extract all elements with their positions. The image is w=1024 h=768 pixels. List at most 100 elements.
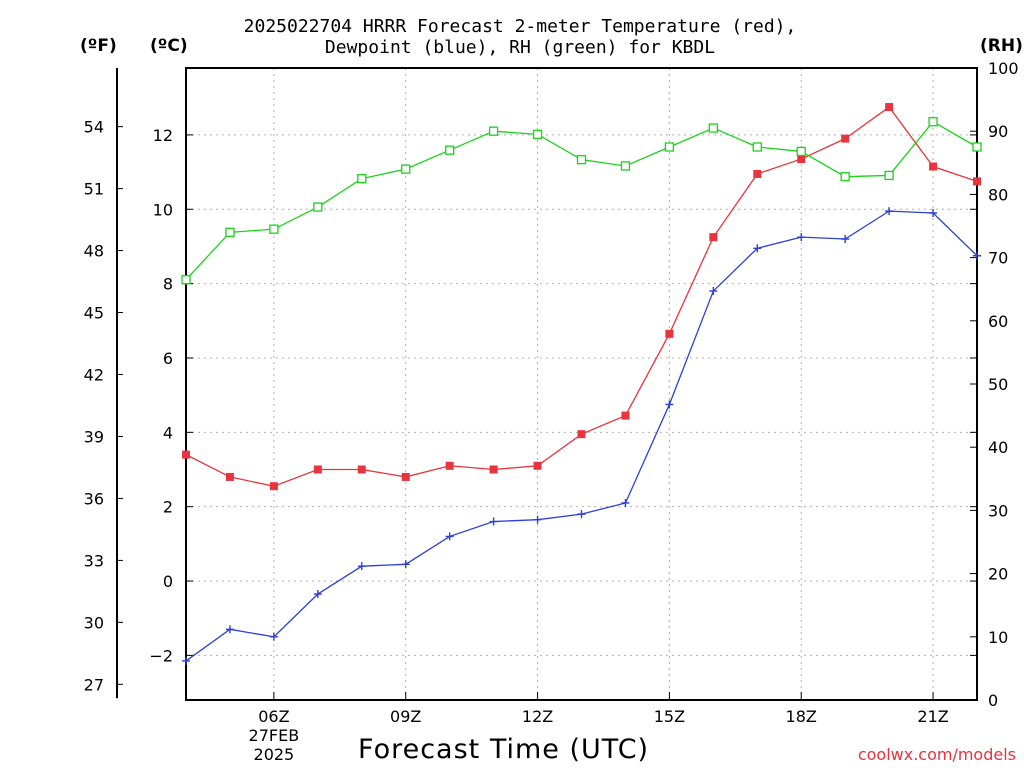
rh-tick-label-30: 30 — [988, 501, 1008, 520]
rh-point-15Z — [664, 142, 675, 152]
rh-point-20Z — [884, 170, 894, 181]
x-tick-label-15Z: 15Z — [654, 707, 685, 726]
dewpoint-point-18Z — [797, 233, 806, 242]
temperature-point-11Z — [489, 465, 498, 474]
dewpoint-point-12Z — [533, 515, 542, 524]
rh-point-04Z — [181, 275, 191, 285]
dewpoint-point-10Z — [445, 532, 454, 541]
fahrenheit-tick-label-54: 54 — [84, 118, 104, 137]
dewpoint-point-16Z — [709, 287, 718, 296]
temperature-point-21Z — [929, 162, 938, 171]
rh-point-06Z — [269, 224, 279, 234]
rh-tick-label-60: 60 — [988, 312, 1008, 331]
temperature-point-08Z — [357, 465, 366, 474]
rh-point-12Z — [532, 129, 543, 140]
dewpoint-point-22Z — [973, 251, 981, 260]
dewpoint-point-05Z — [225, 625, 234, 634]
rh-point-14Z — [620, 161, 631, 171]
rh-point-21Z — [928, 117, 938, 127]
dewpoint-point-19Z — [841, 235, 850, 244]
rh-tick-label-100: 100 — [988, 59, 1019, 78]
rh-tick-label-10: 10 — [988, 628, 1008, 647]
celsius-tick-label-10: 10 — [153, 200, 173, 219]
rh-tick-label-90: 90 — [988, 122, 1008, 141]
fahrenheit-tick-label-45: 45 — [84, 304, 104, 323]
rh-point-18Z — [796, 146, 806, 157]
rh-point-11Z — [488, 126, 499, 136]
rh-point-17Z — [752, 142, 762, 152]
fahrenheit-tick-label-42: 42 — [84, 365, 104, 384]
celsius-tick-label-6: 6 — [163, 349, 173, 368]
celsius-tick-label-4: 4 — [163, 423, 173, 442]
rh-point-13Z — [576, 154, 587, 165]
dewpoint-point-11Z — [489, 517, 498, 526]
rh-tick-label-80: 80 — [988, 185, 1008, 204]
rh-tick-label-50: 50 — [988, 375, 1008, 394]
fahrenheit-tick-label-39: 39 — [84, 427, 104, 446]
rh-unit-label: (RH) — [980, 36, 1023, 56]
date-label-day: 27FEB — [249, 726, 300, 745]
rh-tick-label-20: 20 — [988, 565, 1008, 584]
dewpoint-point-08Z — [357, 562, 366, 571]
rh-point-05Z — [225, 227, 235, 237]
temperature-point-09Z — [401, 472, 410, 481]
rh-tick-label-70: 70 — [988, 249, 1008, 268]
rh-line — [185, 120, 978, 281]
x-tick-label-21Z: 21Z — [917, 707, 948, 726]
celsius-tick-label-12: 12 — [153, 126, 173, 145]
x-tick-label-09Z: 09Z — [390, 707, 421, 726]
dewpoint-point-04Z — [182, 656, 190, 665]
dewpoint-point-21Z — [929, 208, 938, 217]
temperature-point-04Z — [182, 450, 190, 459]
temperature-point-15Z — [665, 329, 674, 338]
chart-title: 2025022704 HRRR Forecast 2-meter Tempera… — [180, 16, 860, 58]
title-line-1: 2025022704 HRRR Forecast 2-meter Tempera… — [243, 16, 797, 37]
fahrenheit-unit-label: (ºF) — [80, 36, 117, 56]
celsius-tick-label--2: −2 — [149, 646, 173, 665]
dewpoint-point-06Z — [269, 632, 278, 641]
temperature-point-22Z — [973, 177, 981, 186]
title-line-2: Dewpoint (blue), RH (green) for KBDL — [324, 37, 716, 58]
rh-point-08Z — [357, 173, 367, 184]
rh-point-09Z — [401, 164, 411, 174]
dewpoint-point-15Z — [665, 400, 674, 409]
temperature-point-14Z — [621, 411, 630, 420]
temperature-point-13Z — [577, 430, 586, 439]
x-tick-label-12Z: 12Z — [522, 707, 553, 726]
rh-point-22Z — [972, 142, 982, 152]
date-label-year: 2025 — [254, 745, 295, 764]
temperature-point-17Z — [753, 169, 762, 178]
fahrenheit-tick-label-48: 48 — [84, 242, 104, 261]
rh-tick-label-40: 40 — [988, 438, 1008, 457]
fahrenheit-tick-label-33: 33 — [84, 551, 104, 570]
temperature-point-18Z — [797, 155, 806, 164]
temperature-point-05Z — [225, 472, 234, 481]
fahrenheit-tick-label-36: 36 — [84, 489, 104, 508]
temperature-point-07Z — [313, 465, 322, 474]
dewpoint-point-07Z — [313, 590, 322, 599]
celsius-tick-label-2: 2 — [163, 498, 173, 517]
rh-point-19Z — [840, 172, 850, 182]
rh-point-16Z — [708, 123, 718, 133]
celsius-tick-label-0: 0 — [163, 572, 173, 591]
temperature-point-20Z — [885, 103, 894, 112]
dewpoint-point-09Z — [401, 560, 410, 569]
fahrenheit-tick-label-27: 27 — [84, 675, 104, 694]
x-axis-title: Forecast Time (UTC) — [358, 734, 650, 765]
celsius-unit-label: (ºC) — [150, 36, 188, 56]
fahrenheit-tick-label-30: 30 — [84, 613, 104, 632]
rh-point-07Z — [313, 202, 323, 212]
x-tick-label-06Z: 06Z — [258, 707, 289, 726]
temperature-point-19Z — [841, 134, 850, 143]
dewpoint-point-13Z — [577, 510, 586, 519]
temperature-point-16Z — [709, 233, 718, 242]
credit-link[interactable]: coolwx.com/models — [857, 745, 1016, 764]
dewpoint-point-17Z — [753, 244, 762, 253]
dewpoint-point-20Z — [885, 207, 894, 216]
rh-tick-label-0: 0 — [988, 691, 998, 710]
x-tick-label-18Z: 18Z — [786, 707, 817, 726]
dewpoint-point-14Z — [621, 498, 630, 507]
temperature-point-06Z — [269, 482, 278, 491]
fahrenheit-tick-label-51: 51 — [84, 180, 104, 199]
